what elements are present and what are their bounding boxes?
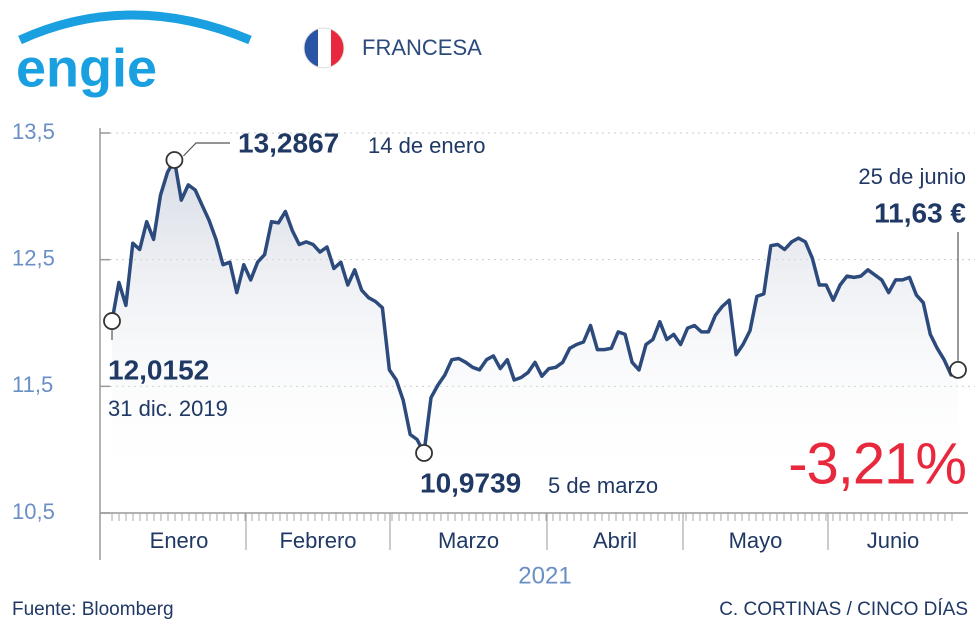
month-label: Mayo [729,528,783,553]
logo: engie [16,38,157,98]
month-label: Marzo [438,528,499,553]
x-axis-label: 2021 [518,562,571,589]
credit: C. CORTINAS / CINCO DÍAS [719,599,968,620]
annotation-date: 25 de junio [858,164,966,189]
subtitle: FRANCESA [362,35,482,60]
source: Fuente: Bloomberg [12,599,174,620]
annotation-value: 10,9739 [420,467,521,498]
annotation-date: 14 de enero [368,133,485,158]
month-label: Junio [867,528,920,553]
annotation-value: 12,0152 [108,354,209,385]
line [110,158,960,455]
annotation-value: 13,2867 [238,127,339,158]
annotation-marker [415,444,433,462]
month-label: Abril [593,528,637,553]
logo-arc [18,10,252,45]
y-tick-label: 10,5 [12,499,55,524]
y-tick-label: 11,5 [12,372,53,397]
annotation-marker [949,360,967,379]
leader-line [182,142,230,157]
annotation-date: 5 de marzo [548,473,658,498]
flag [303,27,345,69]
month-label: Febrero [279,528,356,553]
y-tick-label: 13,5 [12,119,55,144]
annotation-date: 31 dic. 2019 [108,396,228,421]
month-label: Enero [150,528,209,553]
annotation-value: 11,63 € [874,197,966,228]
annotation-marker [103,312,121,330]
annotation-marker [165,151,184,169]
change-label: -3,21% [788,431,966,496]
y-tick-label: 12,5 [12,245,55,270]
area [112,160,958,493]
